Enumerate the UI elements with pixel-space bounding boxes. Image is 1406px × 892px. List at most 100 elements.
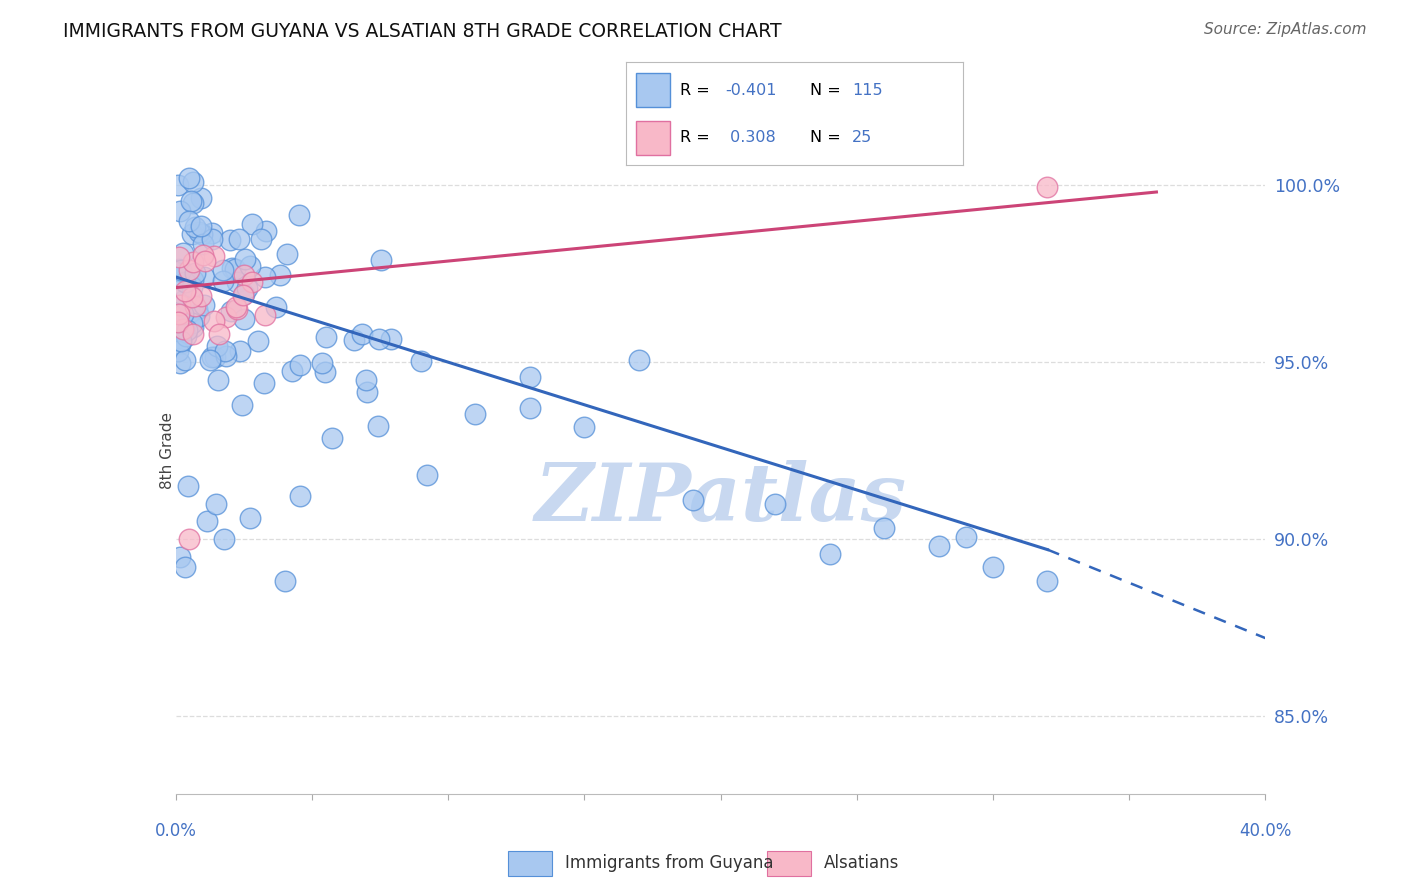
Point (181, 196, 204, 211)
Point (195, 514, 218, 528)
Point (190, 191, 212, 205)
Point (356, 373, 378, 387)
Point (181, 273, 204, 287)
Point (269, 268, 291, 282)
Point (205, 339, 228, 353)
Point (236, 281, 259, 295)
Text: -0.401: -0.401 (725, 83, 776, 97)
Point (212, 262, 235, 277)
Point (574, 420, 596, 434)
Point (198, 352, 221, 367)
Point (416, 468, 439, 483)
Point (179, 263, 201, 277)
Point (254, 270, 277, 285)
Point (208, 326, 231, 341)
Point (219, 233, 242, 247)
Point (202, 314, 225, 328)
Point (370, 252, 392, 267)
Point (763, 497, 786, 511)
Point (682, 492, 704, 507)
Point (174, 284, 197, 298)
Point (167, 318, 190, 332)
Point (315, 330, 337, 344)
Point (288, 358, 311, 372)
Point (173, 322, 195, 336)
Point (184, 219, 207, 234)
Text: N =: N = (810, 83, 845, 97)
Point (214, 343, 236, 358)
Text: ZIPatlas: ZIPatlas (534, 459, 907, 537)
Point (242, 218, 264, 232)
Point (955, 530, 977, 544)
Point (170, 286, 193, 301)
Point (201, 350, 224, 364)
Point (224, 262, 246, 277)
Point (368, 333, 391, 347)
Text: 25: 25 (852, 130, 872, 145)
Point (231, 398, 253, 412)
Point (180, 280, 202, 294)
Point (169, 549, 191, 564)
Point (170, 334, 193, 348)
Point (352, 327, 374, 342)
Point (187, 310, 209, 324)
Text: 40.0%: 40.0% (1239, 822, 1292, 840)
Point (167, 331, 190, 345)
Point (314, 365, 336, 379)
Point (253, 376, 276, 390)
Point (247, 334, 270, 349)
Point (228, 232, 250, 246)
FancyBboxPatch shape (508, 851, 551, 876)
Point (207, 373, 229, 387)
Point (179, 532, 201, 546)
Point (233, 268, 256, 283)
Point (519, 370, 541, 384)
Point (818, 547, 841, 561)
Point (201, 232, 224, 246)
Point (367, 418, 389, 433)
Point (172, 321, 194, 335)
Point (183, 266, 205, 280)
Point (180, 194, 202, 209)
Point (232, 288, 254, 302)
Point (190, 288, 212, 302)
Point (181, 326, 204, 341)
Point (177, 170, 200, 185)
Point (233, 252, 256, 266)
Point (169, 356, 191, 370)
Point (172, 307, 194, 321)
Point (274, 574, 297, 589)
Point (174, 276, 197, 290)
Point (519, 401, 541, 416)
Point (167, 250, 190, 264)
Point (174, 560, 197, 574)
Point (276, 246, 298, 260)
Point (186, 301, 208, 316)
Point (321, 431, 343, 445)
Point (181, 299, 204, 313)
Point (233, 287, 256, 301)
Point (201, 227, 224, 241)
Text: 0.308: 0.308 (725, 130, 776, 145)
Point (239, 510, 262, 524)
Point (464, 408, 486, 422)
Point (190, 219, 212, 233)
Text: Alsatians: Alsatians (824, 854, 900, 871)
Point (225, 300, 247, 314)
Point (873, 521, 896, 535)
Point (290, 490, 312, 504)
Text: R =: R = (679, 130, 714, 145)
Point (181, 290, 204, 304)
Point (194, 254, 217, 268)
Text: N =: N = (810, 130, 845, 145)
Point (191, 227, 214, 242)
Point (356, 384, 378, 399)
Point (172, 245, 194, 260)
Text: Immigrants from Guyana: Immigrants from Guyana (565, 854, 773, 871)
FancyBboxPatch shape (636, 73, 669, 106)
Point (281, 364, 304, 378)
Point (1036, 574, 1059, 589)
Point (254, 224, 277, 238)
Point (221, 260, 243, 275)
Point (191, 248, 214, 262)
